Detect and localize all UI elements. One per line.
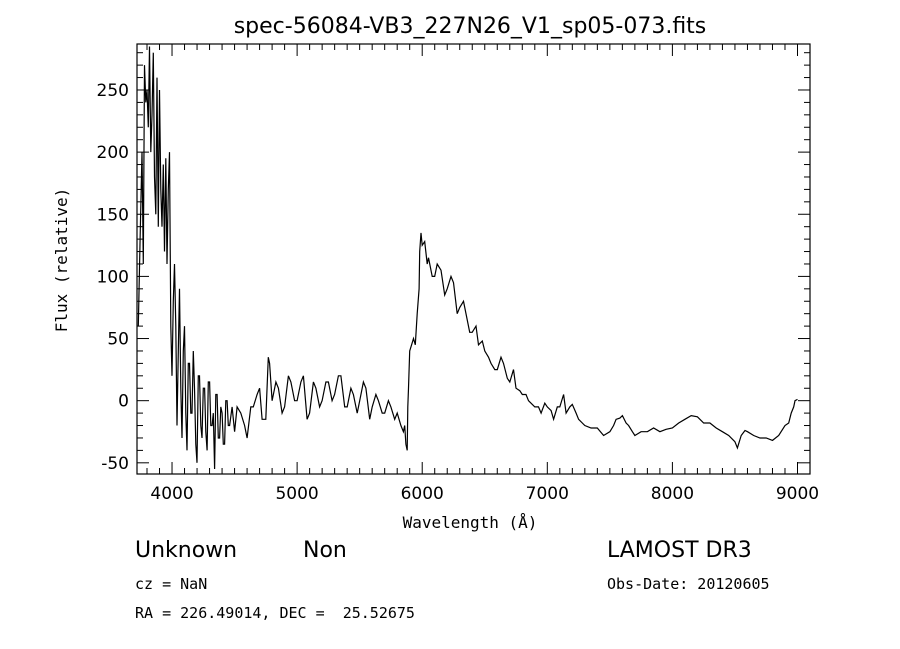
- x-tick-label: 7000: [526, 484, 569, 504]
- y-tick-label: 0: [118, 392, 129, 412]
- y-tick-label: 50: [107, 330, 129, 350]
- y-tick-label: 200: [97, 143, 129, 163]
- axis-ticks: 4000 5000 6000 7000 8000 9000 -50 0 50 100 150 200 2…: [97, 44, 819, 504]
- y-tick-label: -50: [101, 454, 129, 474]
- y-tick-label: 100: [97, 267, 129, 287]
- y-tick-label: 250: [97, 81, 129, 101]
- x-tick-label: 6000: [401, 484, 444, 504]
- x-axis-label: Wavelength (Å): [403, 513, 538, 532]
- coordinates-label: RA = 226.49014, DEC = 25.52675: [135, 604, 415, 622]
- x-tick-label: 4000: [150, 484, 193, 504]
- chart-title: spec-56084-VB3_227N26_V1_sp05-073.fits: [234, 14, 707, 39]
- object-subclass: Non: [303, 538, 347, 563]
- y-axis-label: Flux (relative): [52, 188, 71, 333]
- y-tick-label: 150: [97, 205, 129, 225]
- x-tick-label: 5000: [275, 484, 318, 504]
- obs-date-label: Obs-Date: 20120605: [607, 575, 770, 593]
- redshift-label: cz = NaN: [135, 575, 208, 593]
- plot-frame: [136, 43, 811, 475]
- x-tick-label: 9000: [776, 484, 819, 504]
- x-tick-label: 8000: [651, 484, 694, 504]
- spectrum-line: [137, 46, 798, 470]
- survey-label: LAMOST DR3: [607, 538, 752, 563]
- object-class: Unknown: [135, 538, 238, 563]
